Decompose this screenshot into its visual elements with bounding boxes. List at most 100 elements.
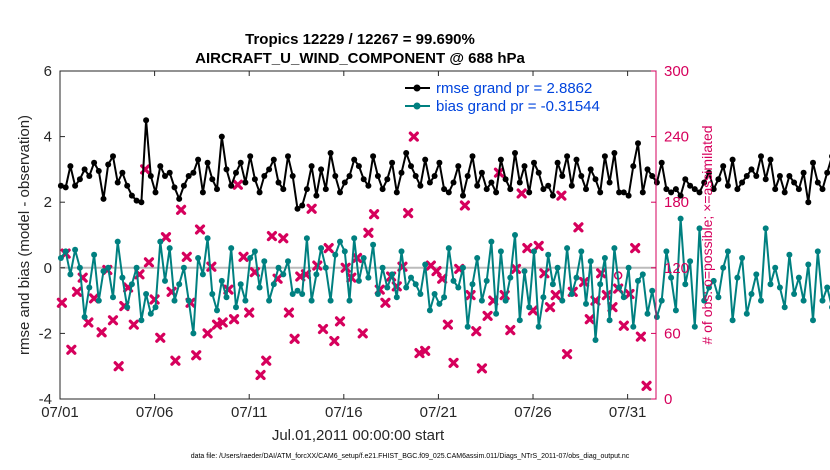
bias-point [393,294,400,301]
rmse-point [724,182,731,189]
obs-assimilated-stroke [143,257,155,268]
rmse-point [152,189,159,196]
obs-assimilated-point [232,179,243,190]
bias-point [512,232,518,238]
rmse-point [573,156,580,163]
rmse-point [209,176,216,183]
bias-point [280,271,287,278]
rmse-point [616,189,623,196]
x-tick-label: 07/21 [420,404,458,421]
rmse-point [204,159,211,166]
bias-point [795,274,802,281]
bias-point [355,277,362,284]
obs-assimilated-stroke [217,317,228,328]
obs-assimilated-point [584,314,595,325]
rmse-point [110,153,116,160]
bias-point [417,291,424,297]
rmse-point [653,179,660,186]
obs-assimilated-point [175,204,187,215]
rmse-point [57,182,64,189]
obs-assimilated-stroke [414,347,425,359]
obs-assimilated-point [363,227,374,238]
rmse-point [672,186,679,193]
bias-point [464,323,471,330]
obs-assimilated-stroke [482,310,493,322]
obs-assimilated-stroke [635,331,646,342]
obs-assimilated-stroke [584,314,595,325]
rmse-point [417,182,424,189]
rmse-point [237,159,244,166]
obs-assimilated-stroke [181,251,192,262]
obs-assimilated-stroke [522,243,533,254]
rmse-point [819,186,826,193]
rmse-point [313,192,320,199]
obs-assimilated-point [191,350,202,361]
rmse-point [162,173,168,179]
rmse-point [62,184,69,191]
obs-assimilated-point [317,323,329,335]
rmse-point [559,173,566,179]
obs-assimilated-stroke [533,240,544,252]
rmse-point [772,186,779,193]
rmse-point [72,182,79,189]
rmse-point [696,189,703,196]
bias-point [677,215,684,222]
bias-point [497,248,504,255]
bias-point [91,251,98,258]
obs-assimilated-point [278,233,289,244]
rmse-point [355,163,362,170]
rmse-point [171,184,178,191]
bias-point [450,277,457,284]
rmse-point [128,192,135,199]
bias-point [374,291,381,297]
legend: rmse grand pr = 2.8862 bias grand pr = -… [405,80,600,115]
rmse-point [426,179,433,186]
rmse-point [114,179,121,186]
rmse-point [266,166,273,173]
rmse-point [332,173,339,179]
obs-assimilated-point [561,349,573,360]
bias-point [422,261,429,268]
obs-assimilated-stroke [113,361,124,372]
x-tick-label: 07/01 [41,404,79,421]
rmse-point [157,163,164,170]
obs-assimilated-point [516,188,527,199]
bias-point [389,271,396,278]
rmse-point [119,169,126,176]
rmse-point [635,140,641,147]
rmse-point [280,186,287,193]
bias-point [455,284,462,291]
bias-point [776,284,783,291]
obs-assimilated-stroke [56,297,67,308]
x-tick-label: 07/31 [609,404,647,421]
obs-assimilated-point [266,230,278,242]
obs-assimilated-stroke [573,222,584,233]
rmse-point [460,192,466,199]
bias-point [620,294,627,301]
data-file-footnote: data file: /Users/raeder/DAI/ATM_forcXX/… [191,453,630,460]
bias-point [327,297,334,304]
bias-point [157,238,164,245]
x-tick-label: 07/06 [136,404,174,421]
rmse-point [412,173,419,179]
obs-assimilated-stroke [618,320,629,331]
bias-point [720,264,727,271]
rmse-point [776,173,783,179]
y-tick-label: 4 [44,129,52,146]
bias-point [824,284,830,291]
bias-point [758,297,764,304]
obs-assimilated-point [228,314,240,325]
bias-point [341,248,348,255]
y-tick-label: -2 [39,325,52,342]
obs-assimilated-point [476,363,488,374]
rmse-point [800,169,807,176]
rmse-point [195,156,202,163]
bias-point [408,274,414,281]
obs-assimilated-stroke [295,271,306,282]
bias-point [478,297,485,304]
obs-assimilated-point [556,190,567,201]
obs-assimilated-point [329,335,340,347]
rmse-point [606,179,613,186]
obs-assimilated-stroke [255,369,266,381]
bias-point [266,297,273,304]
